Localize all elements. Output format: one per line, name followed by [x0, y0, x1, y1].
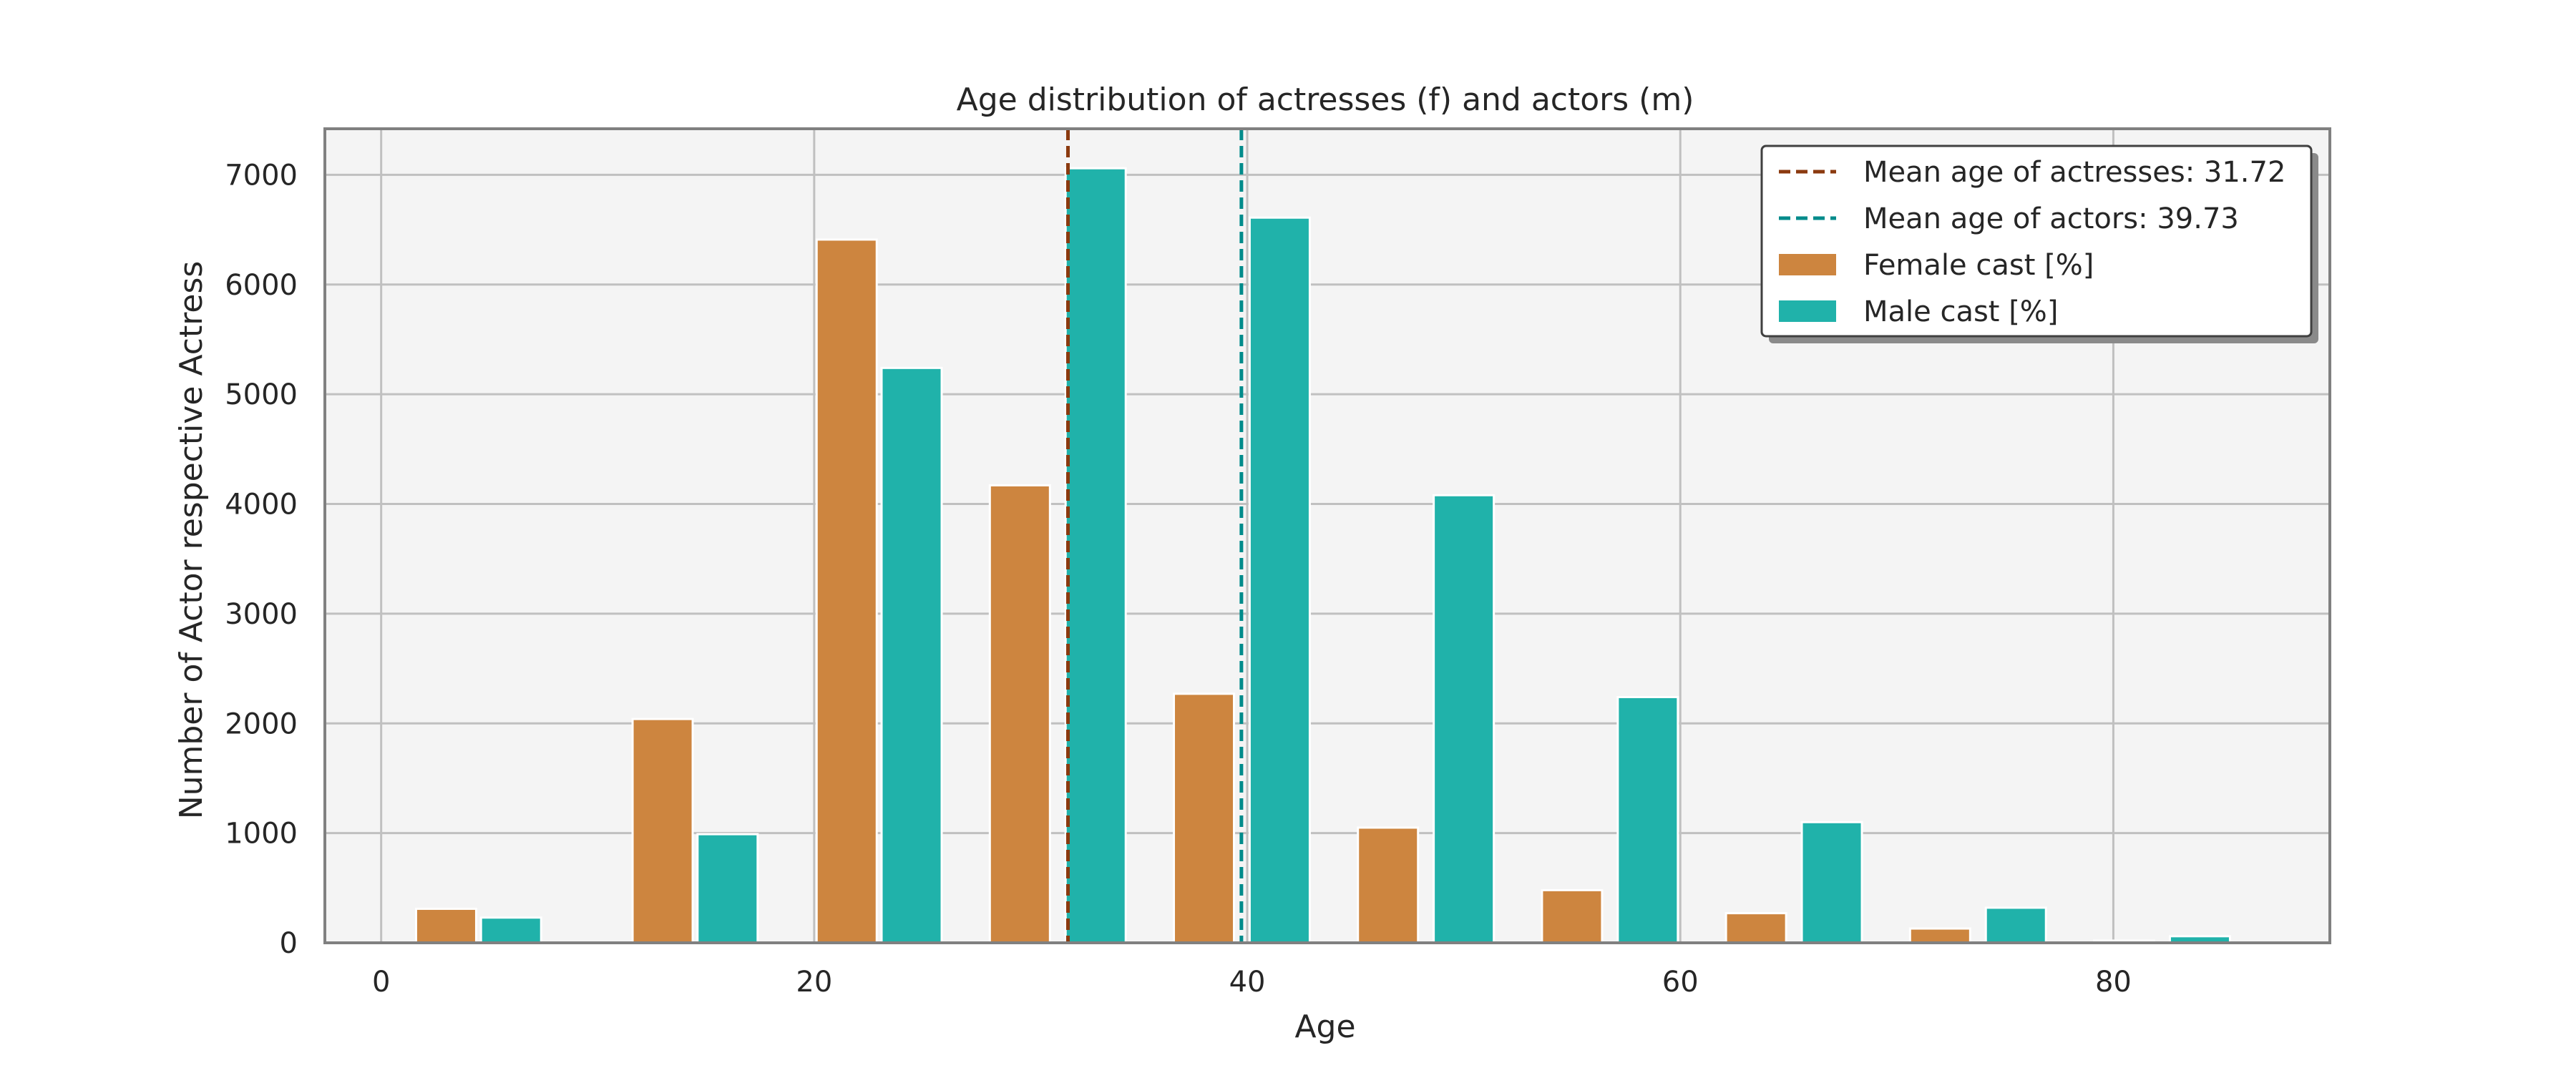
y-tick-label: 5000	[225, 378, 298, 411]
x-axis-label: Age	[1294, 1009, 1355, 1045]
y-tick-label: 7000	[225, 159, 298, 192]
bar-female	[1908, 927, 1971, 944]
y-tick-label: 1000	[225, 818, 298, 851]
y-tick-label: 6000	[225, 269, 298, 302]
legend-male-patch	[1779, 300, 1836, 322]
x-tick-label: 20	[796, 966, 832, 999]
y-tick-label: 3000	[225, 598, 298, 631]
y-tick-label: 2000	[225, 707, 298, 740]
bar-male	[1433, 494, 1496, 944]
plot-frame	[323, 127, 2331, 944]
x-axis-ticks: 0 20 40 60 80	[372, 966, 2132, 999]
legend-box	[1760, 144, 2313, 338]
bar-female	[631, 717, 694, 944]
bar-female	[1541, 888, 1604, 944]
legend-mean-actresses-label: Mean age of actresses: 31.72	[1863, 156, 2285, 189]
legend-mean-actors-label: Mean age of actors: 39.73	[1863, 202, 2239, 235]
bar-male	[1616, 695, 1679, 944]
chart-title: Age distribution of actresses (f) and ac…	[957, 82, 1694, 118]
bar-male	[1984, 906, 2047, 944]
bar-male	[1800, 820, 1863, 944]
legend-female-patch	[1779, 254, 1836, 275]
y-axis-label: Number of Actor respective Actress	[173, 261, 210, 820]
bar-male	[696, 833, 759, 944]
bars	[414, 167, 2231, 944]
bar-male	[1248, 216, 1311, 944]
x-tick-label: 0	[372, 966, 390, 999]
legend-female-label: Female cast [%]	[1863, 249, 2094, 282]
mean-lines	[1065, 129, 1244, 943]
x-tick-label: 60	[1662, 966, 1699, 999]
bar-female	[1173, 692, 1236, 944]
bar-female	[1357, 826, 1420, 944]
x-tick-label: 80	[2095, 966, 2132, 999]
bar-male	[880, 366, 943, 944]
bar-female	[414, 907, 477, 944]
bar-male	[479, 916, 542, 944]
y-tick-label: 0	[280, 927, 298, 960]
y-tick-label: 4000	[225, 489, 298, 521]
bar-female	[1724, 912, 1787, 944]
bar-female	[815, 238, 878, 944]
x-tick-label: 40	[1229, 966, 1266, 999]
bar-male	[1064, 167, 1127, 944]
bar-female	[988, 484, 1051, 944]
legend: Mean age of actresses: 31.72 Mean age of…	[1760, 144, 2318, 343]
legend-male-label: Male cast [%]	[1863, 295, 2058, 328]
y-axis-ticks: 0 1000 2000 3000 4000 5000 6000 7000	[225, 159, 298, 960]
